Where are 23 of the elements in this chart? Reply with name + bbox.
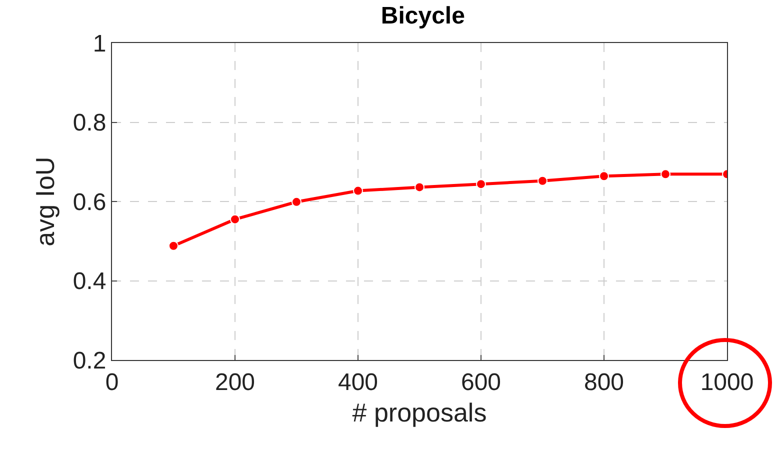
- chart-title: Bicycle: [380, 2, 465, 30]
- point: [599, 171, 609, 182]
- x-tick-label: 600: [460, 368, 502, 396]
- y-tick-label: 0.2: [72, 347, 106, 374]
- x-tick-label: 200: [214, 368, 256, 396]
- y-tick-label: 0.6: [72, 188, 106, 216]
- point: [538, 176, 548, 186]
- point: [353, 186, 363, 196]
- point: [292, 196, 302, 207]
- x-tick-label: 0: [105, 368, 119, 396]
- point: [168, 240, 178, 251]
- y-tick-label: 0.8: [72, 110, 106, 137]
- y-tick-label: 0.4: [72, 268, 106, 296]
- x-tick-label: 400: [338, 368, 378, 396]
- point: [660, 169, 670, 180]
- x-tick-label: 1000: [700, 368, 754, 396]
- y-axis-title: avg IoU: [30, 156, 60, 246]
- point: [230, 214, 240, 224]
- point: [414, 182, 424, 192]
- point: [476, 179, 486, 190]
- x-axis-title: # proposals: [352, 398, 487, 428]
- y-tick-label: 1: [92, 30, 106, 58]
- x-tick-label: 800: [584, 368, 624, 396]
